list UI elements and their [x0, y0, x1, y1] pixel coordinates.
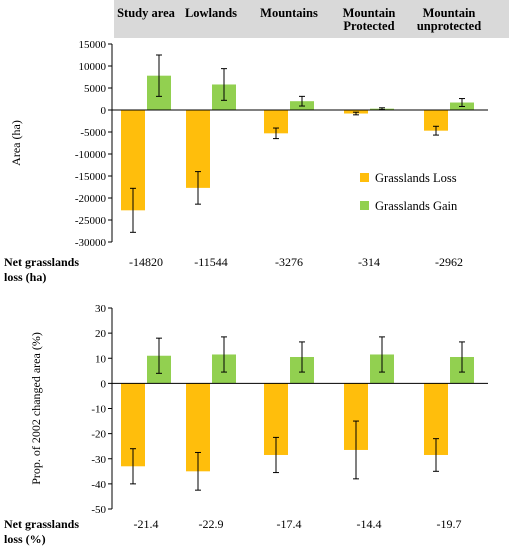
- category-header-0: Study area: [117, 6, 176, 20]
- y-tick-label: -15000: [75, 171, 107, 183]
- y-tick-label: -30: [91, 454, 106, 466]
- net-loss-row-label: Net grasslands loss (ha): [4, 255, 79, 284]
- loss-bar-4: [424, 110, 448, 131]
- loss-bar-2: [264, 110, 288, 134]
- net-loss-value-3: -14.4: [357, 517, 382, 531]
- category-header: Study area Lowlands Mountains Mountain Prote…: [117, 6, 481, 33]
- y-axis-label: Area (ha): [9, 120, 23, 166]
- legend-swatch-1: [360, 201, 369, 210]
- header-band: [114, 0, 509, 38]
- net-loss-value-3: -314: [358, 255, 380, 269]
- y-tick-label: -20000: [75, 193, 107, 205]
- y-tick-label: -25000: [75, 215, 107, 227]
- y-tick-label: 30: [95, 303, 107, 315]
- y-tick-label: 5000: [84, 83, 107, 95]
- category-header-2: Mountains: [260, 6, 318, 20]
- net-loss-value-1: -11544: [194, 255, 228, 269]
- y-tick-label: -20: [91, 429, 106, 441]
- y-tick-label: -50: [91, 504, 106, 516]
- category-header-1: Lowlands: [185, 6, 237, 20]
- y-tick-label: -30000: [75, 237, 107, 249]
- legend-label-1: Grasslands Gain: [375, 199, 458, 213]
- y-tick-label: 10000: [79, 61, 107, 73]
- y-axis-label: Prop. of 2002 changed area (%): [29, 332, 43, 485]
- legend-label-0: Grasslands Loss: [375, 171, 457, 185]
- category-header-3: Mountain Protected: [343, 6, 396, 33]
- net-loss-value-1: -22.9: [199, 517, 224, 531]
- y-tick-label: -10000: [75, 149, 107, 161]
- net-loss-value-4: -19.7: [437, 517, 462, 531]
- y-tick-label: -10: [91, 404, 106, 416]
- net-loss-value-4: -2962: [435, 255, 463, 269]
- y-tick-label: 0: [101, 105, 107, 117]
- y-tick-label: -5000: [80, 127, 106, 139]
- net-loss-value-0: -21.4: [134, 517, 159, 531]
- net-loss-value-2: -17.4: [277, 517, 302, 531]
- net-loss-row-label: Net grasslands loss (%): [4, 517, 79, 546]
- y-tick-label: 15000: [79, 39, 107, 51]
- y-tick-label: 20: [95, 328, 107, 340]
- y-tick-label: -40: [91, 479, 106, 491]
- y-tick-label: 0: [101, 378, 107, 390]
- y-tick-label: 10: [95, 353, 107, 365]
- proportion-chart: 30 20 10 0 -10 -20 -30 -40 -50 Prop. of 2002 chan…: [4, 303, 488, 546]
- category-header-4: Mountain unprotected: [417, 6, 481, 33]
- net-loss-value-2: -3276: [275, 255, 303, 269]
- legend-swatch-0: [360, 173, 369, 182]
- net-loss-value-0: -14820: [129, 255, 163, 269]
- area-chart: 15000 10000 5000 0 -5000 -10000 -15000 -20000 -2…: [4, 39, 488, 284]
